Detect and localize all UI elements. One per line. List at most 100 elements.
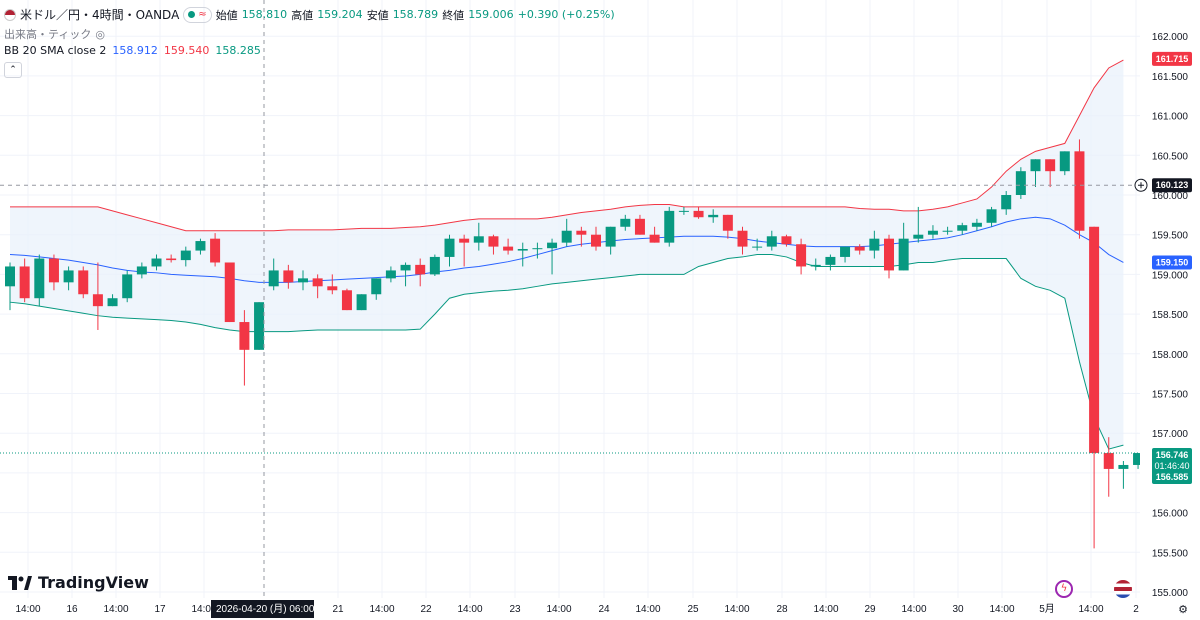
x-tick-label: 25 <box>687 604 699 615</box>
lightning-icon[interactable]: ϟ <box>1055 580 1073 598</box>
candle-body <box>400 264 411 271</box>
candle-body <box>92 294 103 307</box>
bb-band-fill <box>10 60 1124 450</box>
change-value: +0.390 (+0.25%) <box>517 8 615 21</box>
candle-body <box>957 225 968 231</box>
candle-body <box>415 264 426 275</box>
last-price-box <box>1152 448 1192 485</box>
candle-body <box>708 214 719 218</box>
tradingview-logo-text: TradingView <box>38 573 149 592</box>
x-tick-label: 14:00 <box>635 604 660 615</box>
candle-body <box>722 214 733 231</box>
candle-body <box>678 210 689 212</box>
x-tick-label: 24 <box>598 604 610 615</box>
y-tick-label: 162.000 <box>1152 32 1189 43</box>
candle-body <box>884 238 894 271</box>
candle-body <box>591 234 601 247</box>
x-tick-label: 14:00 <box>989 604 1014 615</box>
candle-body <box>63 270 74 283</box>
open-value: 158.810 <box>241 8 288 21</box>
last-high-label: 156.746 <box>1156 450 1189 460</box>
tradingview-logo[interactable]: TradingView <box>8 573 149 592</box>
candle-body <box>971 222 982 227</box>
us-flag-bottom-icon[interactable] <box>1114 580 1132 598</box>
candle-body <box>283 270 294 283</box>
candle-body <box>254 302 265 350</box>
bollinger-bands <box>9 59 1124 450</box>
bb-label[interactable]: BB 20 SMA close 2 <box>4 44 107 57</box>
candle-body <box>473 236 484 243</box>
low-value: 158.789 <box>392 8 439 21</box>
y-tick-label: 159.000 <box>1152 270 1189 281</box>
x-tick-label: 14:00 <box>724 604 749 615</box>
x-tick-label: 14:00 <box>457 604 482 615</box>
close-value: 159.006 <box>468 8 514 21</box>
y-tick-label: 157.000 <box>1152 429 1189 440</box>
low-label: 安値 <box>366 8 389 22</box>
x-tick-label: 28 <box>776 604 788 615</box>
x-tick-label: 17 <box>154 604 166 615</box>
x-tick-label: 14:00 <box>103 604 128 615</box>
bb-legend: BB 20 SMA close 2 158.912 159.540 158.28… <box>4 44 261 57</box>
collapse-legend-button[interactable]: ⌃ <box>4 62 22 78</box>
open-label: 始値 <box>215 8 238 22</box>
x-tick-label: 22 <box>420 604 432 615</box>
candle-body <box>122 274 133 299</box>
market-status-indicator[interactable]: ≈ <box>183 6 212 23</box>
candle-body <box>19 266 30 299</box>
crosshair-price-bg <box>1152 178 1192 193</box>
price-labels: 161.715 159.150 160.123 156.74601:46:40156.… <box>1134 51 1192 485</box>
candle-body <box>107 298 118 307</box>
y-tick-label: 158.500 <box>1152 310 1189 321</box>
candle-body <box>298 278 308 283</box>
candle-body <box>927 230 938 235</box>
candle-body <box>1045 159 1056 172</box>
candle-body <box>312 278 323 287</box>
candle-body <box>781 236 792 245</box>
upper-band-price-label: 161.715 <box>1156 54 1189 64</box>
candle-body <box>869 238 880 251</box>
close-label: 終値 <box>442 8 465 22</box>
settings-gear-icon[interactable]: ⚙ <box>1178 603 1188 616</box>
x-tick-label: 14:00 <box>546 604 571 615</box>
candle-body <box>444 238 455 257</box>
candle-body <box>634 218 645 235</box>
candle-body <box>327 286 338 291</box>
candle-body <box>268 270 279 287</box>
us-flag-icon <box>4 8 16 21</box>
last-close-label: 156.585 <box>1156 472 1189 482</box>
candle-body <box>356 294 367 311</box>
candle-body <box>766 236 777 247</box>
candle-body <box>1015 171 1026 195</box>
candle-body <box>810 264 821 267</box>
high-value: 159.204 <box>317 8 363 21</box>
candle-body <box>1030 159 1041 172</box>
market-open-icon <box>188 11 196 18</box>
crosshair-date-bg <box>211 600 314 618</box>
y-tick-label: 155.500 <box>1152 548 1189 559</box>
wave-icon: ≈ <box>198 9 207 20</box>
bb-lower-line <box>9 254 1124 450</box>
x-tick-label: 29 <box>864 604 876 615</box>
candle-body <box>620 218 631 227</box>
bb-basis-value: 158.912 <box>112 44 158 57</box>
candle-body <box>48 258 59 283</box>
candle-body <box>576 230 587 235</box>
candle-body <box>898 238 909 271</box>
volume-label[interactable]: 出来高・ティック <box>4 28 92 41</box>
crosshair <box>0 0 1140 598</box>
candle-body <box>78 270 89 295</box>
symbol-title[interactable]: 米ドル／円・4時間・OANDA <box>20 8 180 22</box>
crosshair-date-label: 2026-04-20 (月) 06:00 <box>216 603 315 615</box>
x-tick-label: 30 <box>952 604 964 615</box>
candle-body <box>195 241 206 251</box>
candle-body <box>429 256 440 275</box>
y-tick-label: 160.500 <box>1152 151 1189 162</box>
upper-band-price-label-bg <box>1152 51 1192 66</box>
candle-body <box>136 266 147 275</box>
candle-body <box>1001 195 1012 210</box>
x-tick-label: 5月 <box>1039 603 1055 615</box>
y-tick-label: 161.500 <box>1152 72 1189 83</box>
eye-hidden-icon[interactable]: ◎ <box>95 27 105 41</box>
